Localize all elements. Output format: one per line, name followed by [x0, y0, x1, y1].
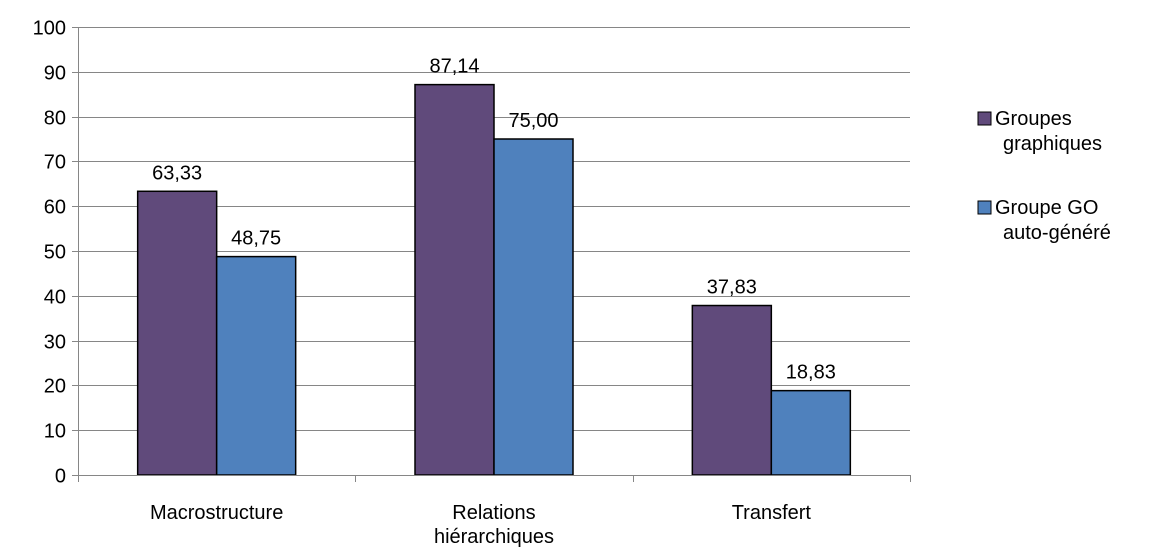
x-axis: Macrostructure Relations hiérarchiques Tran… [78, 475, 911, 548]
data-label: 48,75 [231, 228, 281, 250]
legend: Groupes graphiques Groupe GO auto-généré [977, 108, 1111, 244]
y-tick-label: 70 [44, 152, 66, 174]
y-axis: 0 10 20 30 40 50 60 70 80 90 100 [33, 18, 79, 488]
y-tick-label: 50 [44, 242, 66, 264]
bar [770, 389, 852, 476]
bar [215, 255, 297, 476]
bar [691, 304, 773, 476]
data-label: 63,33 [152, 162, 202, 184]
x-tick-label: Macrostructure [150, 502, 283, 524]
data-label: 87,14 [429, 56, 479, 78]
data-label: 18,83 [786, 362, 836, 384]
y-tick-label: 40 [44, 287, 66, 309]
legend-swatch [977, 200, 992, 215]
y-tick-label: 0 [55, 466, 66, 488]
bar [493, 138, 574, 476]
data-labels: 63,33 48,75 87,14 75,00 37,83 18,83 [152, 56, 836, 384]
legend-swatch [977, 111, 992, 126]
y-tick-label: 60 [44, 197, 66, 219]
y-tick-label: 10 [44, 421, 66, 443]
legend-label: Groupes graphiques [995, 108, 1102, 155]
y-tick-label: 100 [33, 18, 66, 40]
bar [136, 190, 218, 476]
y-tick-label: 30 [44, 332, 66, 354]
x-tick-label: Relations hiérarchiques [434, 502, 554, 548]
legend-label: Groupe GO auto-généré [995, 197, 1111, 244]
y-tick-label: 20 [44, 376, 66, 398]
y-tick-label: 90 [44, 63, 66, 85]
data-label: 75,00 [508, 110, 558, 132]
data-label: 37,83 [707, 277, 757, 299]
y-tick-label: 80 [44, 108, 66, 130]
x-tick-label: Transfert [732, 502, 812, 524]
bar [414, 83, 495, 476]
bars [136, 83, 852, 476]
